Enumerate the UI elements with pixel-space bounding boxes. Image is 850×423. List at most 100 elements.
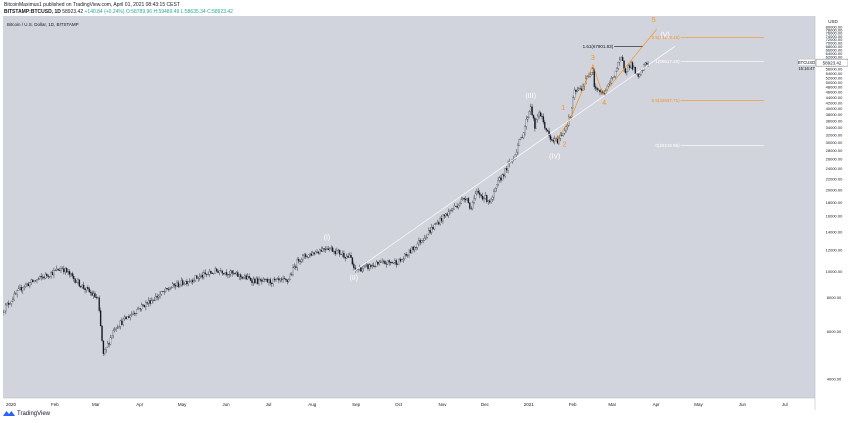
candle-body: [537, 115, 539, 120]
candle-body: [566, 125, 569, 127]
x-tick-label: Oct: [395, 402, 403, 407]
candle-body: [43, 276, 45, 279]
x-tick-label: Jul: [266, 402, 272, 407]
candle-body: [119, 320, 122, 327]
candle-body: [313, 252, 315, 255]
candle-body: [368, 264, 371, 269]
candle-body: [452, 208, 454, 211]
candle-body: [306, 256, 308, 258]
candle-body: [152, 299, 154, 301]
y-tick-label: 30000.00: [826, 140, 843, 145]
candle-body: [549, 135, 552, 140]
candle-body: [224, 272, 226, 275]
candle-body: [647, 63, 649, 65]
x-tick-label: Aug: [308, 402, 317, 407]
candle-body: [74, 278, 76, 283]
wave-label: (II): [350, 275, 359, 282]
candle-body: [70, 273, 72, 275]
y-tick-label: 18000.00: [826, 200, 843, 205]
price-tag-label: 58923.42: [823, 60, 842, 65]
candle-body: [285, 278, 287, 280]
candle-body: [73, 275, 75, 279]
candle-body: [578, 88, 580, 91]
candle-body: [387, 260, 389, 265]
candle-body: [221, 270, 223, 274]
candle-body: [336, 250, 338, 254]
candle-body: [433, 224, 436, 230]
candle-body: [606, 85, 608, 91]
candle-body: [26, 283, 28, 285]
candle-body: [462, 198, 464, 200]
x-tick-label: Mar: [92, 402, 100, 407]
candle-body: [148, 300, 150, 304]
y-tick-label: 24000.00: [826, 166, 843, 171]
candle-body: [562, 133, 564, 136]
candle-body: [23, 286, 25, 288]
y-tick-label: 12000.00: [826, 247, 843, 252]
candle-body: [104, 349, 106, 354]
candle-body: [529, 106, 532, 112]
candle-body: [518, 139, 521, 146]
candle-body: [191, 280, 194, 283]
x-tick-label: Jun: [739, 402, 747, 407]
candle-body: [320, 249, 322, 252]
y-tick-label: 36000.00: [826, 118, 843, 123]
candle-body: [484, 195, 487, 199]
candle-body: [251, 280, 253, 283]
candle-body: [118, 326, 120, 328]
candle-body: [637, 73, 639, 77]
candle-body: [273, 278, 276, 281]
candle-body: [447, 211, 450, 216]
candle-body: [109, 337, 112, 345]
candle-body: [50, 272, 52, 277]
wave-line[interactable]: [353, 46, 676, 272]
candle-body: [296, 259, 298, 268]
candle-body: [204, 272, 206, 275]
candle-body: [633, 67, 635, 70]
candle-body: [56, 268, 58, 271]
candle-body: [214, 268, 216, 274]
candle-body: [399, 259, 402, 262]
candle-body: [544, 121, 546, 129]
candle-body: [326, 248, 328, 250]
fib-level-label: 0(29216.96): [655, 143, 680, 148]
candle-body: [469, 202, 471, 209]
candle-body: [467, 198, 470, 203]
candle-body: [388, 260, 390, 263]
candle-body: [145, 302, 147, 308]
candle-body: [589, 74, 591, 77]
wave-label: (IV): [549, 153, 560, 160]
candle-body: [108, 343, 110, 345]
candle-body: [312, 252, 314, 256]
candle-body: [423, 238, 426, 241]
wave-line[interactable]: [554, 29, 657, 143]
y-tick-label: 80000.00: [826, 25, 843, 30]
candle-body: [546, 130, 549, 132]
candle-body: [621, 57, 624, 61]
candle-body: [531, 106, 533, 116]
y-tick-label: 44000.00: [826, 95, 843, 100]
candle-body: [187, 281, 189, 285]
y-tick-label: 14000.00: [826, 229, 843, 234]
candle-body: [254, 278, 256, 284]
candle-body: [474, 193, 477, 199]
candle-body: [479, 192, 481, 195]
candle-body: [330, 247, 332, 249]
candle-body: [157, 295, 160, 298]
candle-body: [339, 249, 341, 255]
candle-body: [432, 227, 434, 230]
candle-body: [259, 279, 262, 281]
chart-area[interactable]: Bitcoin / U.S. Dollar, 1D, BITSTAMP USD 40…: [3, 16, 848, 410]
btc-chart[interactable]: Bitcoin / U.S. Dollar, 1D, BITSTAMPUSD40…: [3, 16, 848, 410]
y-tick-label: 4000.00: [827, 376, 842, 381]
candle-body: [57, 268, 59, 271]
candle-body: [394, 260, 396, 263]
candle-body: [381, 260, 383, 263]
candle-body: [449, 210, 451, 212]
candle-body: [395, 260, 397, 265]
candle-body: [13, 293, 15, 300]
candle-body: [276, 278, 279, 280]
candle-body: [111, 335, 113, 338]
candle-body: [9, 303, 11, 305]
x-tick-label: Jun: [222, 402, 230, 407]
